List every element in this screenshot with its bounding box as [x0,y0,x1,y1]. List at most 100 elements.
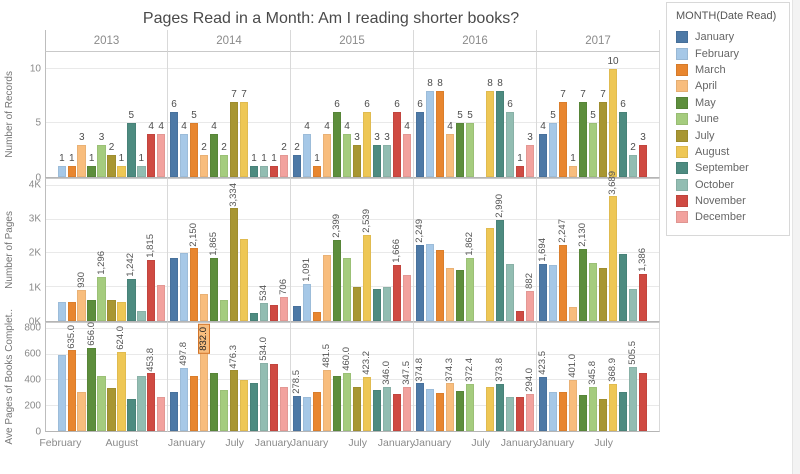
bar-2014-February[interactable] [179,133,189,177]
legend-item[interactable]: November [676,193,780,209]
bar-2014-June[interactable] [219,155,229,177]
x-tick-label[interactable]: January [290,437,329,449]
bar-2017-July[interactable] [598,268,608,321]
bar-2015-October[interactable] [382,144,392,177]
bar-2017-March[interactable] [558,245,568,321]
bar-2013-June[interactable] [97,277,106,321]
bar-2014-May[interactable] [209,257,219,321]
bar-2016-February[interactable] [425,90,435,177]
bar-2016-March[interactable] [435,250,445,321]
bar-2017-August[interactable] [608,196,618,321]
bar-2015-April[interactable] [322,369,332,431]
bar-2015-December[interactable] [402,275,412,321]
bar-2016-January[interactable] [415,383,425,431]
bar-2017-January[interactable] [538,377,548,431]
bar-2016-June[interactable] [465,383,475,431]
bar-2013-September[interactable] [127,399,136,431]
bar-2016-August[interactable] [485,227,495,321]
bar-2017-November[interactable] [638,274,648,321]
bar-2014-March[interactable] [189,248,199,321]
bar-2016-September[interactable] [495,219,505,321]
bar-2017-November[interactable] [638,372,648,431]
bar-2014-June[interactable] [219,300,229,321]
bar-2013-June[interactable] [97,144,106,177]
bar-2017-May[interactable] [578,249,588,321]
bar-2016-August[interactable] [485,90,495,177]
bar-2013-June[interactable] [97,376,106,431]
year-header-2016[interactable]: 2016 [414,30,537,51]
bar-2013-May[interactable] [87,347,96,431]
bar-2017-October[interactable] [628,155,638,177]
year-header-2014[interactable]: 2014 [168,30,291,51]
bar-2014-August[interactable] [239,238,249,321]
legend-item[interactable]: January [676,29,780,45]
bar-2016-April[interactable] [445,268,455,321]
bar-2015-June[interactable] [342,257,352,321]
bar-2016-December[interactable] [525,393,535,431]
bar-2014-January[interactable] [169,112,179,177]
bar-2014-October[interactable] [259,363,269,431]
bar-2013-February[interactable] [57,302,67,321]
legend-item[interactable]: August [676,144,780,160]
bar-2014-February[interactable] [179,367,189,431]
bar-2013-September[interactable] [127,123,136,177]
legend-item[interactable]: April [676,78,780,94]
x-tick-label[interactable]: January [254,437,293,449]
bar-2013-March[interactable] [67,350,77,431]
bar-2013-May[interactable] [87,166,96,177]
bar-2016-September[interactable] [495,90,505,177]
bar-2013-July[interactable] [107,155,116,177]
bar-2017-January[interactable] [538,263,548,321]
bar-2017-April[interactable] [568,380,578,431]
bar-2015-September[interactable] [372,144,382,177]
bar-2016-May[interactable] [455,390,465,431]
bar-2014-May[interactable] [209,372,219,431]
bar-2013-April[interactable] [77,289,86,321]
bar-2013-December[interactable] [156,396,166,431]
legend-item[interactable]: September [676,160,780,176]
bar-2017-November[interactable] [638,144,648,177]
bar-2013-April[interactable] [77,144,86,177]
bar-2015-September[interactable] [372,288,382,321]
bar-2014-October[interactable] [259,302,269,321]
bar-2016-June[interactable] [465,123,475,177]
bar-2017-June[interactable] [588,387,598,431]
bar-2014-October[interactable] [259,166,269,177]
bar-2016-April[interactable] [445,383,455,431]
bar-2016-December[interactable] [525,291,535,321]
bar-2016-June[interactable] [465,258,475,321]
bar-2016-November[interactable] [515,166,525,177]
bar-2015-November[interactable] [392,264,402,321]
bar-2014-August[interactable] [239,380,249,431]
bar-2015-May[interactable] [332,239,342,321]
bar-2016-October[interactable] [505,263,515,321]
bar-2013-March[interactable] [67,302,77,321]
x-tick-label[interactable]: January [167,437,206,449]
bar-2015-April[interactable] [322,133,332,177]
bar-2013-November[interactable] [146,373,156,431]
bar-2014-December[interactable] [279,297,289,321]
bar-2016-March[interactable] [435,90,445,177]
bar-2016-May[interactable] [455,123,465,177]
bar-2015-June[interactable] [342,372,352,431]
bar-2013-April[interactable] [77,391,86,431]
x-tick-label[interactable]: January [536,437,575,449]
legend-item[interactable]: February [676,45,780,61]
bar-2014-May[interactable] [209,133,219,177]
bar-2013-September[interactable] [127,279,136,321]
bar-2016-November[interactable] [515,396,525,431]
bar-2013-February[interactable] [57,166,67,177]
bar-2015-December[interactable] [402,386,412,431]
year-header-2013[interactable]: 2013 [45,30,168,51]
bar-2013-October[interactable] [136,376,146,431]
bar-2017-May[interactable] [578,395,588,431]
x-tick-label[interactable]: February [39,437,82,449]
legend-item[interactable]: June [676,111,780,127]
bar-2017-March[interactable] [558,392,568,431]
year-header-2017[interactable]: 2017 [537,30,660,51]
x-tick-label[interactable]: January [413,437,452,449]
bar-2017-March[interactable] [558,101,568,177]
bar-2013-December[interactable] [156,284,166,321]
bar-2015-February[interactable] [302,396,312,431]
bar-2015-October[interactable] [382,387,392,431]
